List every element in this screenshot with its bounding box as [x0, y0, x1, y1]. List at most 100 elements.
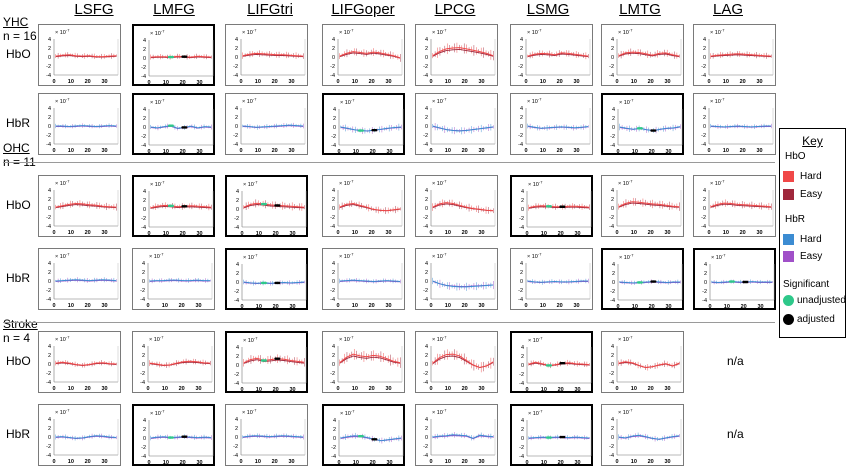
y-scale-label: × 10-7: [710, 97, 725, 106]
y-tick-label: 0: [521, 436, 524, 442]
y-tick-label: -2: [46, 371, 51, 377]
y-tick-label: 2: [332, 197, 335, 203]
x-tick-label: 0: [429, 459, 432, 465]
group-divider-2: [3, 322, 775, 323]
y-tick-label: -4: [331, 454, 336, 460]
y-scale-label: × 10-7: [527, 252, 542, 261]
series-line-hard: [527, 280, 589, 283]
y-tick-label: -2: [140, 371, 145, 377]
x-tick-label: 20: [85, 79, 91, 85]
x-tick-label: 10: [256, 304, 262, 310]
x-tick-label: 20: [462, 79, 468, 85]
y-tick-label: -2: [233, 64, 238, 70]
x-tick-label: 20: [648, 230, 654, 236]
y-tick-label: -2: [423, 64, 428, 70]
column-title-lifgtri: LIFGtri: [247, 1, 293, 18]
x-tick-label: 0: [525, 460, 528, 466]
y-scale-exponent: -7: [721, 97, 725, 102]
y-tick-label: 4: [143, 418, 146, 424]
x-tick-label: 30: [574, 460, 580, 466]
y-tick-label: -2: [519, 445, 524, 451]
legend-sig-adjusted-swatch: [783, 314, 794, 325]
series-line-hard: [243, 281, 305, 284]
x-tick-label: 30: [573, 303, 579, 309]
y-tick-label: 2: [236, 354, 239, 360]
y-tick-label: -4: [141, 74, 146, 80]
x-tick-label: 30: [478, 303, 484, 309]
y-scale-label: × 10-7: [432, 335, 447, 344]
y-scale-label: × 10-7: [340, 98, 355, 107]
x-tick-label: 0: [524, 303, 527, 309]
x-tick-label: 10: [445, 148, 451, 154]
significant-unadjusted-marker: [260, 359, 267, 362]
significant-adjusted-marker: [559, 362, 566, 365]
x-tick-label: 30: [386, 460, 392, 466]
y-tick-label: 0: [236, 207, 239, 213]
x-tick-label: 30: [574, 231, 580, 237]
series-line-easy: [528, 437, 590, 439]
x-tick-label: 10: [255, 148, 261, 154]
x-tick-label: 10: [163, 149, 169, 155]
x-tick-label: 0: [429, 230, 432, 236]
y-scale-exponent: -7: [66, 408, 70, 413]
x-tick-label: 10: [255, 79, 261, 85]
y-tick-label: 0: [521, 363, 524, 369]
y-tick-label: 2: [611, 197, 614, 203]
y-scale-label: × 10-7: [150, 29, 165, 38]
legend-hbo-easy-swatch: [783, 189, 794, 200]
y-tick-label: 4: [521, 189, 524, 195]
y-tick-label: 0: [703, 206, 706, 212]
y-tick-label: 2: [143, 427, 146, 433]
x-tick-label: 30: [665, 149, 671, 155]
x-tick-label: 10: [631, 79, 637, 85]
x-tick-label: 0: [336, 79, 339, 85]
x-tick-label: 30: [478, 148, 484, 154]
x-tick-label: 30: [478, 230, 484, 236]
y-tick-label: -4: [609, 380, 614, 386]
panel-stroke-hbr-lsmg: × 10-7 4 2 0 -2 -4 0 10 20 30: [510, 404, 593, 466]
y-scale-exponent: -7: [254, 336, 258, 341]
x-tick-label: 20: [369, 230, 375, 236]
x-tick-label: 10: [541, 387, 547, 393]
x-tick-label: 0: [147, 460, 150, 466]
y-scale-exponent: -7: [538, 252, 542, 257]
y-tick-label: 4: [611, 37, 614, 43]
x-tick-label: 10: [541, 460, 547, 466]
x-tick-label: 30: [664, 386, 670, 392]
series-line-hard: [55, 361, 117, 366]
y-tick-label: -4: [234, 381, 239, 387]
series-line-hard: [710, 125, 772, 128]
y-tick-label: -2: [234, 216, 239, 222]
x-tick-label: 30: [195, 303, 201, 309]
panel-yhc-hbo-lag: × 10-7 4 2 0 -2 -4 0 10 20 30: [693, 24, 776, 86]
x-tick-label: 20: [180, 460, 186, 466]
y-tick-label: -2: [234, 372, 239, 378]
y-tick-label: 4: [703, 37, 706, 43]
y-tick-label: -2: [233, 444, 238, 450]
y-scale-exponent: -7: [66, 97, 70, 102]
x-tick-label: 10: [540, 303, 546, 309]
x-tick-label: 10: [631, 459, 637, 465]
y-scale-label: × 10-7: [242, 97, 257, 106]
x-tick-label: 30: [385, 386, 391, 392]
series-line-hard: [527, 52, 589, 57]
y-tick-label: -2: [330, 215, 335, 221]
y-scale-exponent: -7: [443, 28, 447, 33]
series-line-hard: [528, 436, 590, 439]
x-tick-label: 10: [445, 79, 451, 85]
series-line-hard: [55, 125, 117, 128]
x-tick-label: 30: [386, 149, 392, 155]
y-tick-label: 4: [332, 188, 335, 194]
series-line-hard: [528, 361, 590, 367]
group-n-yhc: n = 16: [3, 29, 37, 43]
row-label-stroke-hbo: HbO: [6, 354, 31, 368]
y-tick-label: -4: [46, 142, 51, 148]
y-tick-label: 0: [48, 435, 51, 441]
